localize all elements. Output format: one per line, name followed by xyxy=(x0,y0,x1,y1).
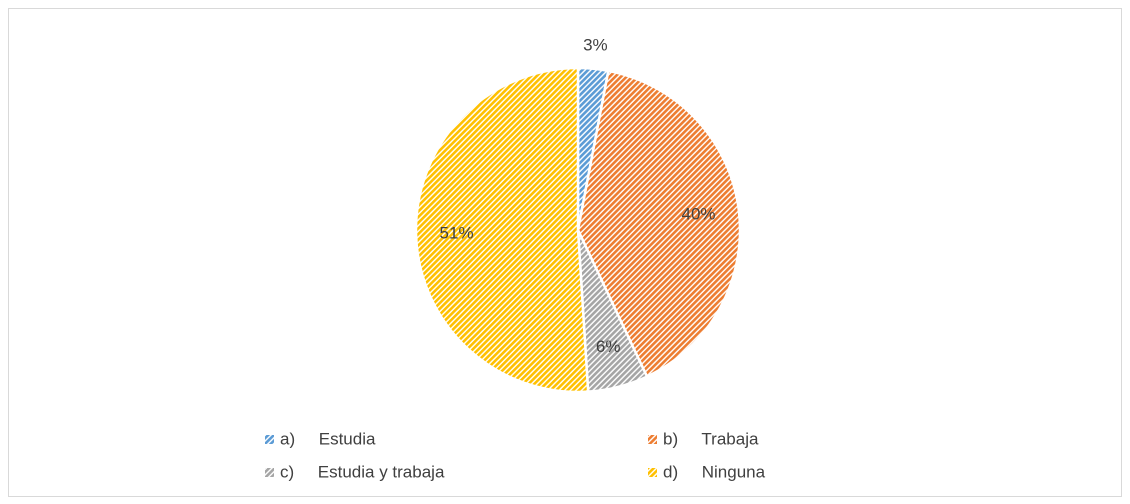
data-label: 3% xyxy=(583,36,608,55)
legend-label: c) Estudia y trabaja xyxy=(280,462,445,481)
pie-slice xyxy=(576,69,742,379)
legend-label: b) Trabaja xyxy=(663,429,759,448)
legend-label: d) Ninguna xyxy=(663,462,766,481)
legend-marker xyxy=(648,468,657,477)
legend-marker xyxy=(265,468,274,477)
data-label: 6% xyxy=(596,337,621,356)
data-label: 51% xyxy=(440,223,474,242)
data-label: 40% xyxy=(682,204,716,223)
legend-label: a) Estudia xyxy=(280,429,376,448)
pie-slice xyxy=(414,66,590,394)
legend-marker xyxy=(648,435,657,444)
legend-marker xyxy=(265,435,274,444)
